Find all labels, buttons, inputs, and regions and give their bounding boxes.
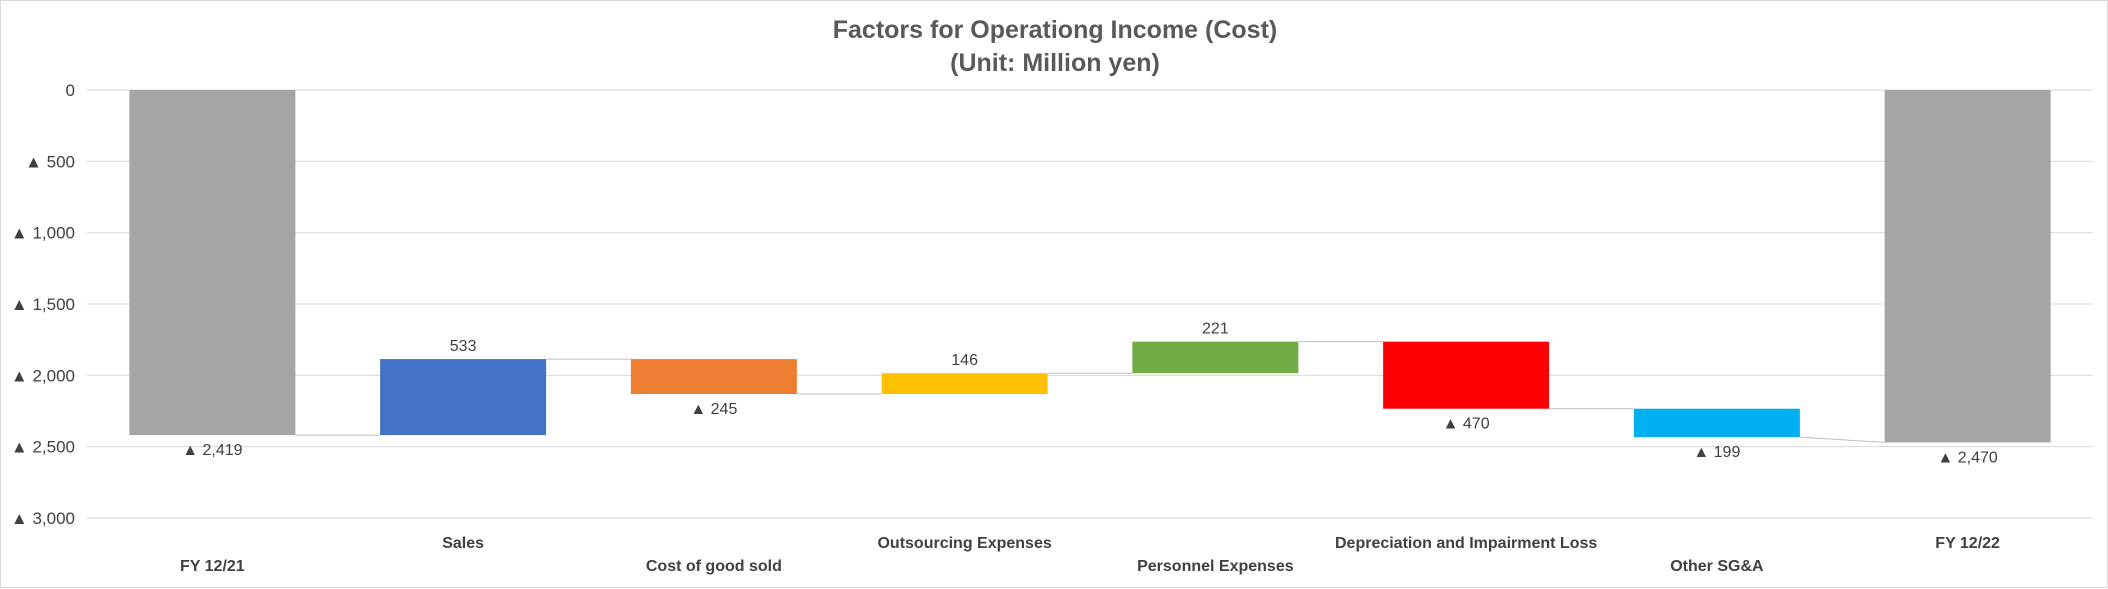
connector-line (1799, 436, 1885, 443)
y-tick-label: ▲ 2,500 (11, 438, 75, 457)
x-label-other-sg-a: Other SG&A (1670, 558, 1764, 575)
x-label-outsourcing-expenses: Outsourcing Expenses (877, 535, 1051, 552)
x-label-cost-of-good-sold: Cost of good sold (646, 558, 782, 575)
data-label: 533 (450, 338, 477, 355)
data-label: ▲ 245 (690, 401, 737, 418)
y-tick-label: ▲ 500 (25, 152, 75, 171)
data-label: ▲ 2,470 (1937, 449, 1997, 466)
y-tick-label: ▲ 2,000 (11, 366, 75, 385)
bar-sales (380, 359, 547, 436)
bar-outsourcing-expenses (881, 373, 1048, 395)
bars (129, 90, 2051, 443)
x-label-depreciation-and-impairment-loss: Depreciation and Impairment Loss (1335, 535, 1597, 552)
y-tick-label: ▲ 1,000 (11, 224, 75, 243)
data-label: ▲ 470 (1443, 416, 1490, 433)
data-labels: ▲ 2,419 533 ▲ 245 146 221 ▲ 470 ▲ 199 ▲ 2,470 (182, 321, 1998, 467)
data-label: ▲ 199 (1693, 444, 1740, 461)
y-tick-label: ▲ 3,000 (11, 509, 75, 528)
y-tick-label: ▲ 1,500 (11, 295, 75, 314)
bar-other-sg-a (1633, 408, 1800, 438)
chart-title-line-1: Factors for Operationg Income (Cost) (833, 16, 1277, 44)
bar-fy-12-22 (1884, 90, 2051, 443)
bar-cost-of-good-sold (630, 359, 797, 395)
bar-depreciation-and-impairment-loss (1383, 341, 1550, 409)
x-axis-category-labels: FY 12/21 Sales Cost of good sold Outsourcin… (180, 535, 2000, 575)
y-axis-tick-labels: 0 ▲ 500 ▲ 1,000 ▲ 1,500 ▲ 2,000 ▲ 2,500 ▲ 3,00… (11, 81, 75, 528)
chart-title-line-2: (Unit: Million yen) (950, 49, 1160, 77)
connector-lines (295, 341, 1885, 443)
x-label-personnel-expenses: Personnel Expenses (1137, 558, 1294, 575)
data-label: 221 (1202, 321, 1229, 338)
x-label-fy-12-22: FY 12/22 (1935, 535, 2000, 552)
data-label: 146 (951, 352, 978, 369)
bar-fy-12-21 (129, 90, 296, 436)
bar-personnel-expenses (1132, 341, 1299, 374)
gridlines (87, 89, 2093, 519)
x-label-fy-12-21: FY 12/21 (180, 558, 245, 575)
y-tick-label: 0 (66, 81, 75, 100)
data-label: ▲ 2,419 (182, 442, 242, 459)
x-label-sales: Sales (442, 535, 484, 552)
